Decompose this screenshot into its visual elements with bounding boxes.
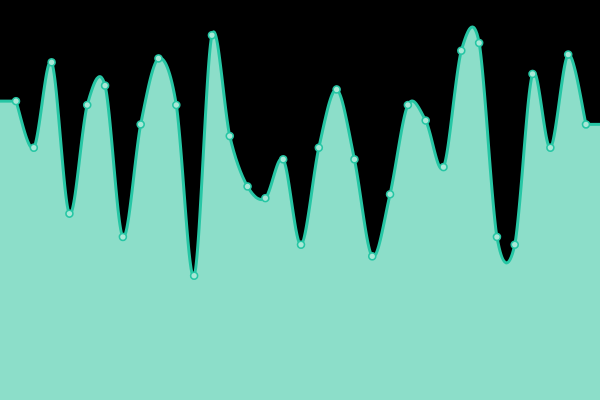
data-point-marker xyxy=(367,252,377,261)
data-point-marker xyxy=(29,143,39,152)
data-point-marker xyxy=(474,38,484,48)
data-point-marker xyxy=(278,155,288,164)
data-point-marker xyxy=(421,116,430,125)
data-point-marker xyxy=(332,85,341,94)
data-point-marker xyxy=(82,100,92,110)
data-point-marker xyxy=(510,240,520,249)
data-point-marker xyxy=(225,131,235,141)
data-point-marker xyxy=(136,120,145,129)
data-point-marker xyxy=(243,182,252,191)
data-point-marker xyxy=(172,100,181,110)
data-point-marker xyxy=(189,271,199,281)
data-point-marker xyxy=(457,46,466,55)
data-point-markers xyxy=(11,30,591,281)
area-line-stroke xyxy=(0,25,600,278)
data-point-marker xyxy=(581,120,591,129)
data-point-marker xyxy=(11,96,21,106)
data-point-marker xyxy=(492,232,502,242)
data-point-marker xyxy=(314,143,324,152)
data-point-marker xyxy=(154,54,163,63)
data-point-marker xyxy=(65,209,74,218)
data-point-marker xyxy=(528,69,537,79)
data-point-marker xyxy=(350,155,359,164)
data-point-marker xyxy=(563,50,573,59)
data-point-marker xyxy=(47,58,56,67)
data-point-marker xyxy=(439,162,448,172)
data-point-marker xyxy=(100,81,110,90)
data-point-marker xyxy=(261,193,270,203)
data-point-marker xyxy=(118,232,128,242)
data-point-marker xyxy=(403,100,413,110)
data-point-marker xyxy=(546,143,555,152)
data-point-marker xyxy=(296,240,306,249)
data-point-marker xyxy=(385,189,395,199)
data-point-marker xyxy=(207,30,217,40)
area-fill-region xyxy=(0,27,600,400)
